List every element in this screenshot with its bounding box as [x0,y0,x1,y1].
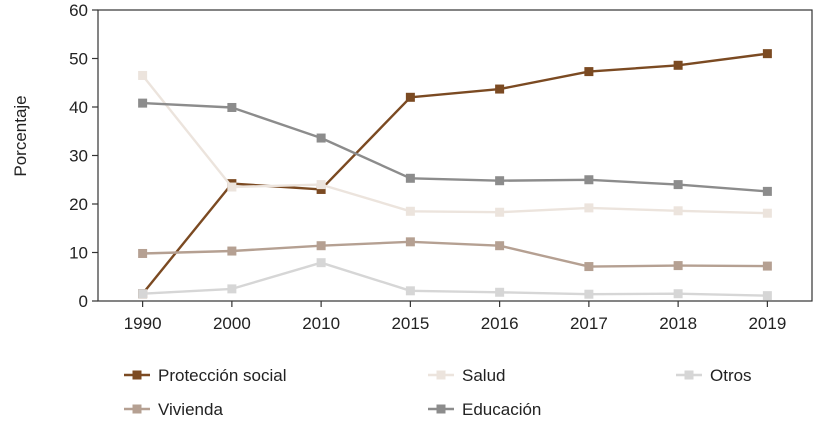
y-tick-label: 30 [69,147,88,166]
data-point [584,289,594,299]
data-point [495,241,505,251]
y-tick-label: 0 [79,292,88,311]
data-point [673,261,683,271]
data-point [762,291,772,301]
y-tick-label: 50 [69,50,88,69]
series-line [142,101,768,193]
legend-marker [684,370,694,380]
series-1 [138,70,772,218]
data-point [405,92,415,102]
legend-label: Educación [462,400,541,419]
data-point [584,203,594,213]
data-point [138,98,148,108]
legend-label: Protección social [158,366,287,385]
legend-label: Salud [462,366,505,385]
data-point [762,261,772,271]
data-point [138,248,148,258]
x-tick-label: 2015 [391,314,429,333]
legend-marker [132,404,142,414]
y-tick-label: 60 [69,1,88,20]
y-tick-label: 20 [69,195,88,214]
series-line [142,261,768,297]
legend: Protección social Salud Otros Vivienda Educa… [124,366,752,419]
data-point [762,49,772,59]
x-tick-label: 2000 [213,314,251,333]
legend-label: Vivienda [158,400,223,419]
data-point [227,182,237,192]
data-point [405,237,415,247]
data-point [673,206,683,216]
x-tick-label: 2018 [659,314,697,333]
series-0 [138,49,772,299]
data-point [405,173,415,183]
legend-marker [436,370,446,380]
data-point [227,102,237,112]
data-point [316,258,326,268]
data-point [673,289,683,299]
legend-item: Protección social [124,366,287,385]
data-point [584,175,594,185]
data-point [495,287,505,297]
data-point [405,286,415,296]
plot-frame [97,9,813,302]
x-tick-label: 2016 [481,314,519,333]
data-point [316,180,326,190]
data-point [584,262,594,272]
data-point [673,60,683,70]
legend-marker [132,370,142,380]
x-tick-label: 1990 [124,314,162,333]
x-tick-label: 2017 [570,314,608,333]
legend-label: Otros [710,366,752,385]
data-point [673,180,683,190]
data-point [405,206,415,216]
data-point [584,67,594,77]
x-tick-label: 2010 [302,314,340,333]
series-line [142,240,768,268]
data-point [227,284,237,294]
series-line [141,74,768,215]
data-point [495,207,505,217]
data-point [138,289,148,299]
data-point [227,246,237,256]
legend-item: Salud [428,366,505,385]
data-point [495,84,505,94]
data-point [316,241,326,251]
data-point [762,186,772,196]
legend-item: Vivienda [124,400,223,419]
data-point [316,184,326,194]
y-axis-label: Porcentaje [11,95,30,176]
data-point [138,70,148,80]
series-line [141,52,768,295]
data-point [316,133,326,143]
data-point [495,176,505,186]
legend-item: Educación [428,400,541,419]
axes: 0 10 20 30 40 50 60 1990 2000 2010 2015 2016 2017 201… [69,1,813,333]
data-point [762,208,772,218]
legend-item: Otros [676,366,752,385]
series-2 [138,258,772,301]
y-tick-label: 40 [69,98,88,117]
series-4 [138,98,772,196]
legend-marker [436,404,446,414]
y-tick-label: 10 [69,244,88,263]
series-3 [138,237,772,272]
series-layer [138,49,772,301]
x-tick-label: 2019 [748,314,786,333]
